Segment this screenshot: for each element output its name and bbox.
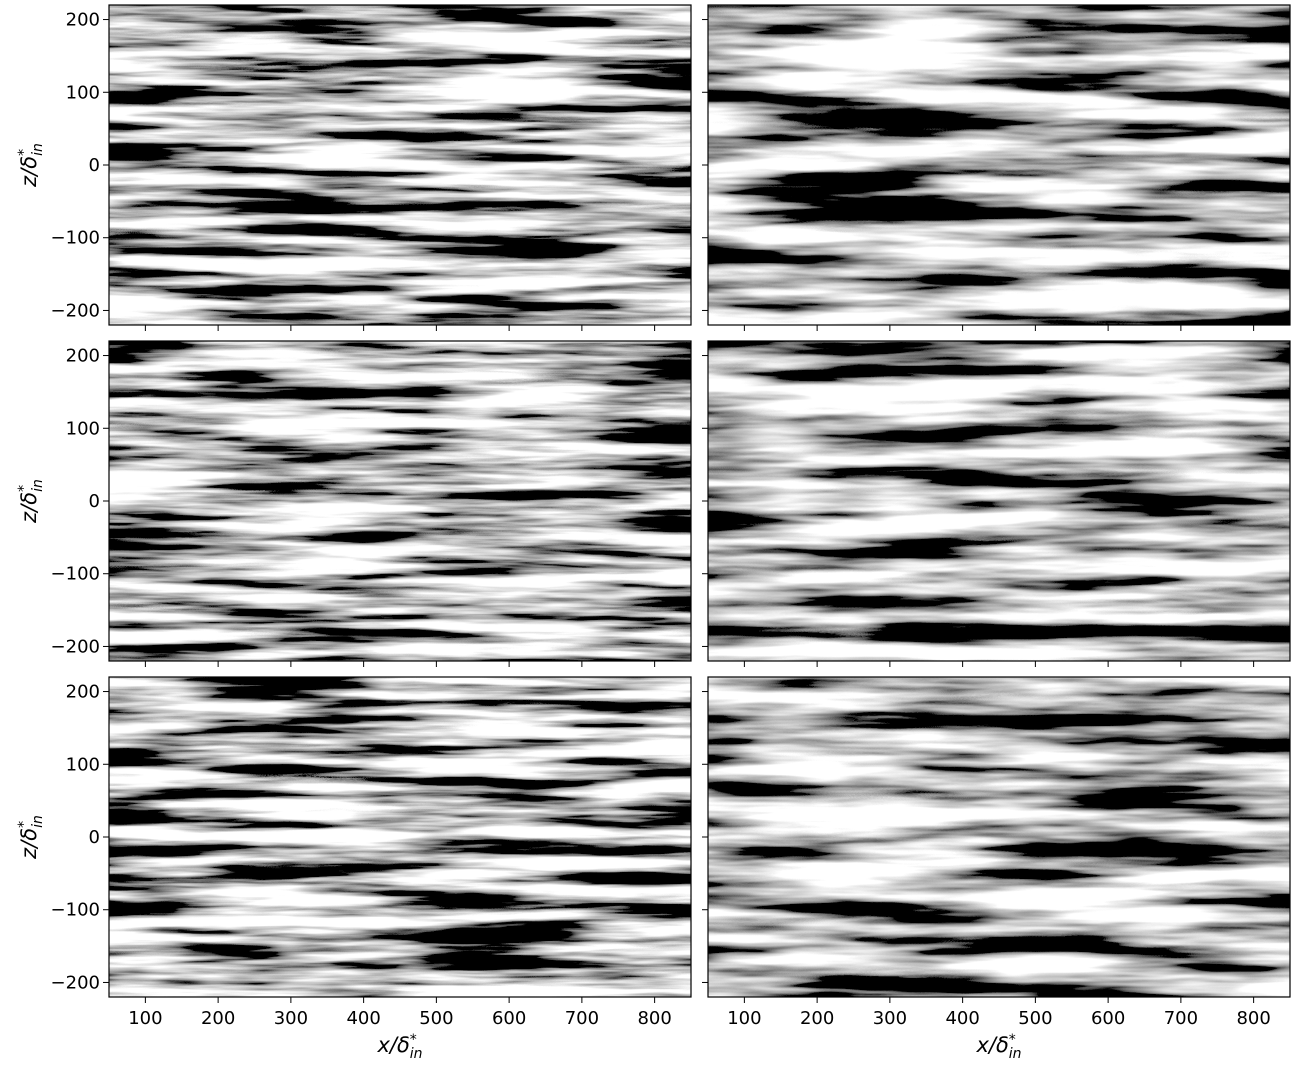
y-tick-label: 200 <box>66 10 100 31</box>
ylabel-sub: in <box>30 815 46 828</box>
y-tick-label: −100 <box>51 228 100 249</box>
xlabel-sup: * <box>410 1032 417 1048</box>
ylabel-sup: * <box>16 149 32 156</box>
xlabel-sup: * <box>1009 1032 1016 1048</box>
ylabel-base: z/δ <box>17 828 41 860</box>
field-image <box>109 677 691 997</box>
x-tick-label: 700 <box>565 1008 599 1029</box>
x-tick-label: 100 <box>128 1008 162 1029</box>
field-image <box>708 677 1290 997</box>
ylabel: z/δ*in <box>16 479 46 524</box>
x-tick-label: 600 <box>1091 1008 1125 1029</box>
x-tick-label: 200 <box>201 1008 235 1029</box>
x-tick-label: 500 <box>1018 1008 1052 1029</box>
y-tick-label: −200 <box>51 972 100 993</box>
x-tick-label: 400 <box>346 1008 380 1029</box>
ylabel: z/δ*in <box>16 815 46 860</box>
xlabel: x/δ* in <box>376 1032 422 1062</box>
y-tick-label: 200 <box>66 346 100 367</box>
y-tick-label: 0 <box>89 827 100 848</box>
y-tick-label: 100 <box>66 754 100 775</box>
ylabel-sub: in <box>30 479 46 492</box>
y-tick-label: −100 <box>51 564 100 585</box>
y-tick-label: 100 <box>66 82 100 103</box>
x-tick-label: 800 <box>1236 1008 1270 1029</box>
y-tick-label: 200 <box>66 682 100 703</box>
x-tick-label: 300 <box>274 1008 308 1029</box>
ylabel-base: z/δ <box>17 492 41 524</box>
ylabel-sup: * <box>16 821 32 828</box>
y-tick-label: −100 <box>51 900 100 921</box>
x-tick-label: 200 <box>800 1008 834 1029</box>
x-tick-label: 600 <box>492 1008 526 1029</box>
x-tick-label: 500 <box>419 1008 453 1029</box>
field-image <box>109 5 691 325</box>
ylabel: z/δ*in <box>16 143 46 188</box>
y-tick-label: −200 <box>51 300 100 321</box>
x-tick-label: 400 <box>945 1008 979 1029</box>
x-tick-label: 700 <box>1164 1008 1198 1029</box>
ylabel-sup: * <box>16 485 32 492</box>
xlabel-sub: in <box>410 1046 423 1062</box>
xlabel-base: x/δ <box>376 1033 409 1057</box>
x-tick-label: 300 <box>873 1008 907 1029</box>
y-tick-label: 0 <box>89 155 100 176</box>
field-image <box>708 341 1290 661</box>
xlabel: x/δ* in <box>975 1032 1021 1062</box>
ylabel-sub: in <box>30 143 46 156</box>
x-tick-label: 800 <box>637 1008 671 1029</box>
y-tick-label: 0 <box>89 491 100 512</box>
xlabel-sub: in <box>1009 1046 1022 1062</box>
field-image <box>708 5 1290 325</box>
field-image <box>109 341 691 661</box>
ylabel-base: z/δ <box>17 156 41 188</box>
x-tick-label: 100 <box>727 1008 761 1029</box>
xlabel-base: x/δ <box>975 1033 1008 1057</box>
y-tick-label: 100 <box>66 418 100 439</box>
y-tick-label: −200 <box>51 636 100 657</box>
